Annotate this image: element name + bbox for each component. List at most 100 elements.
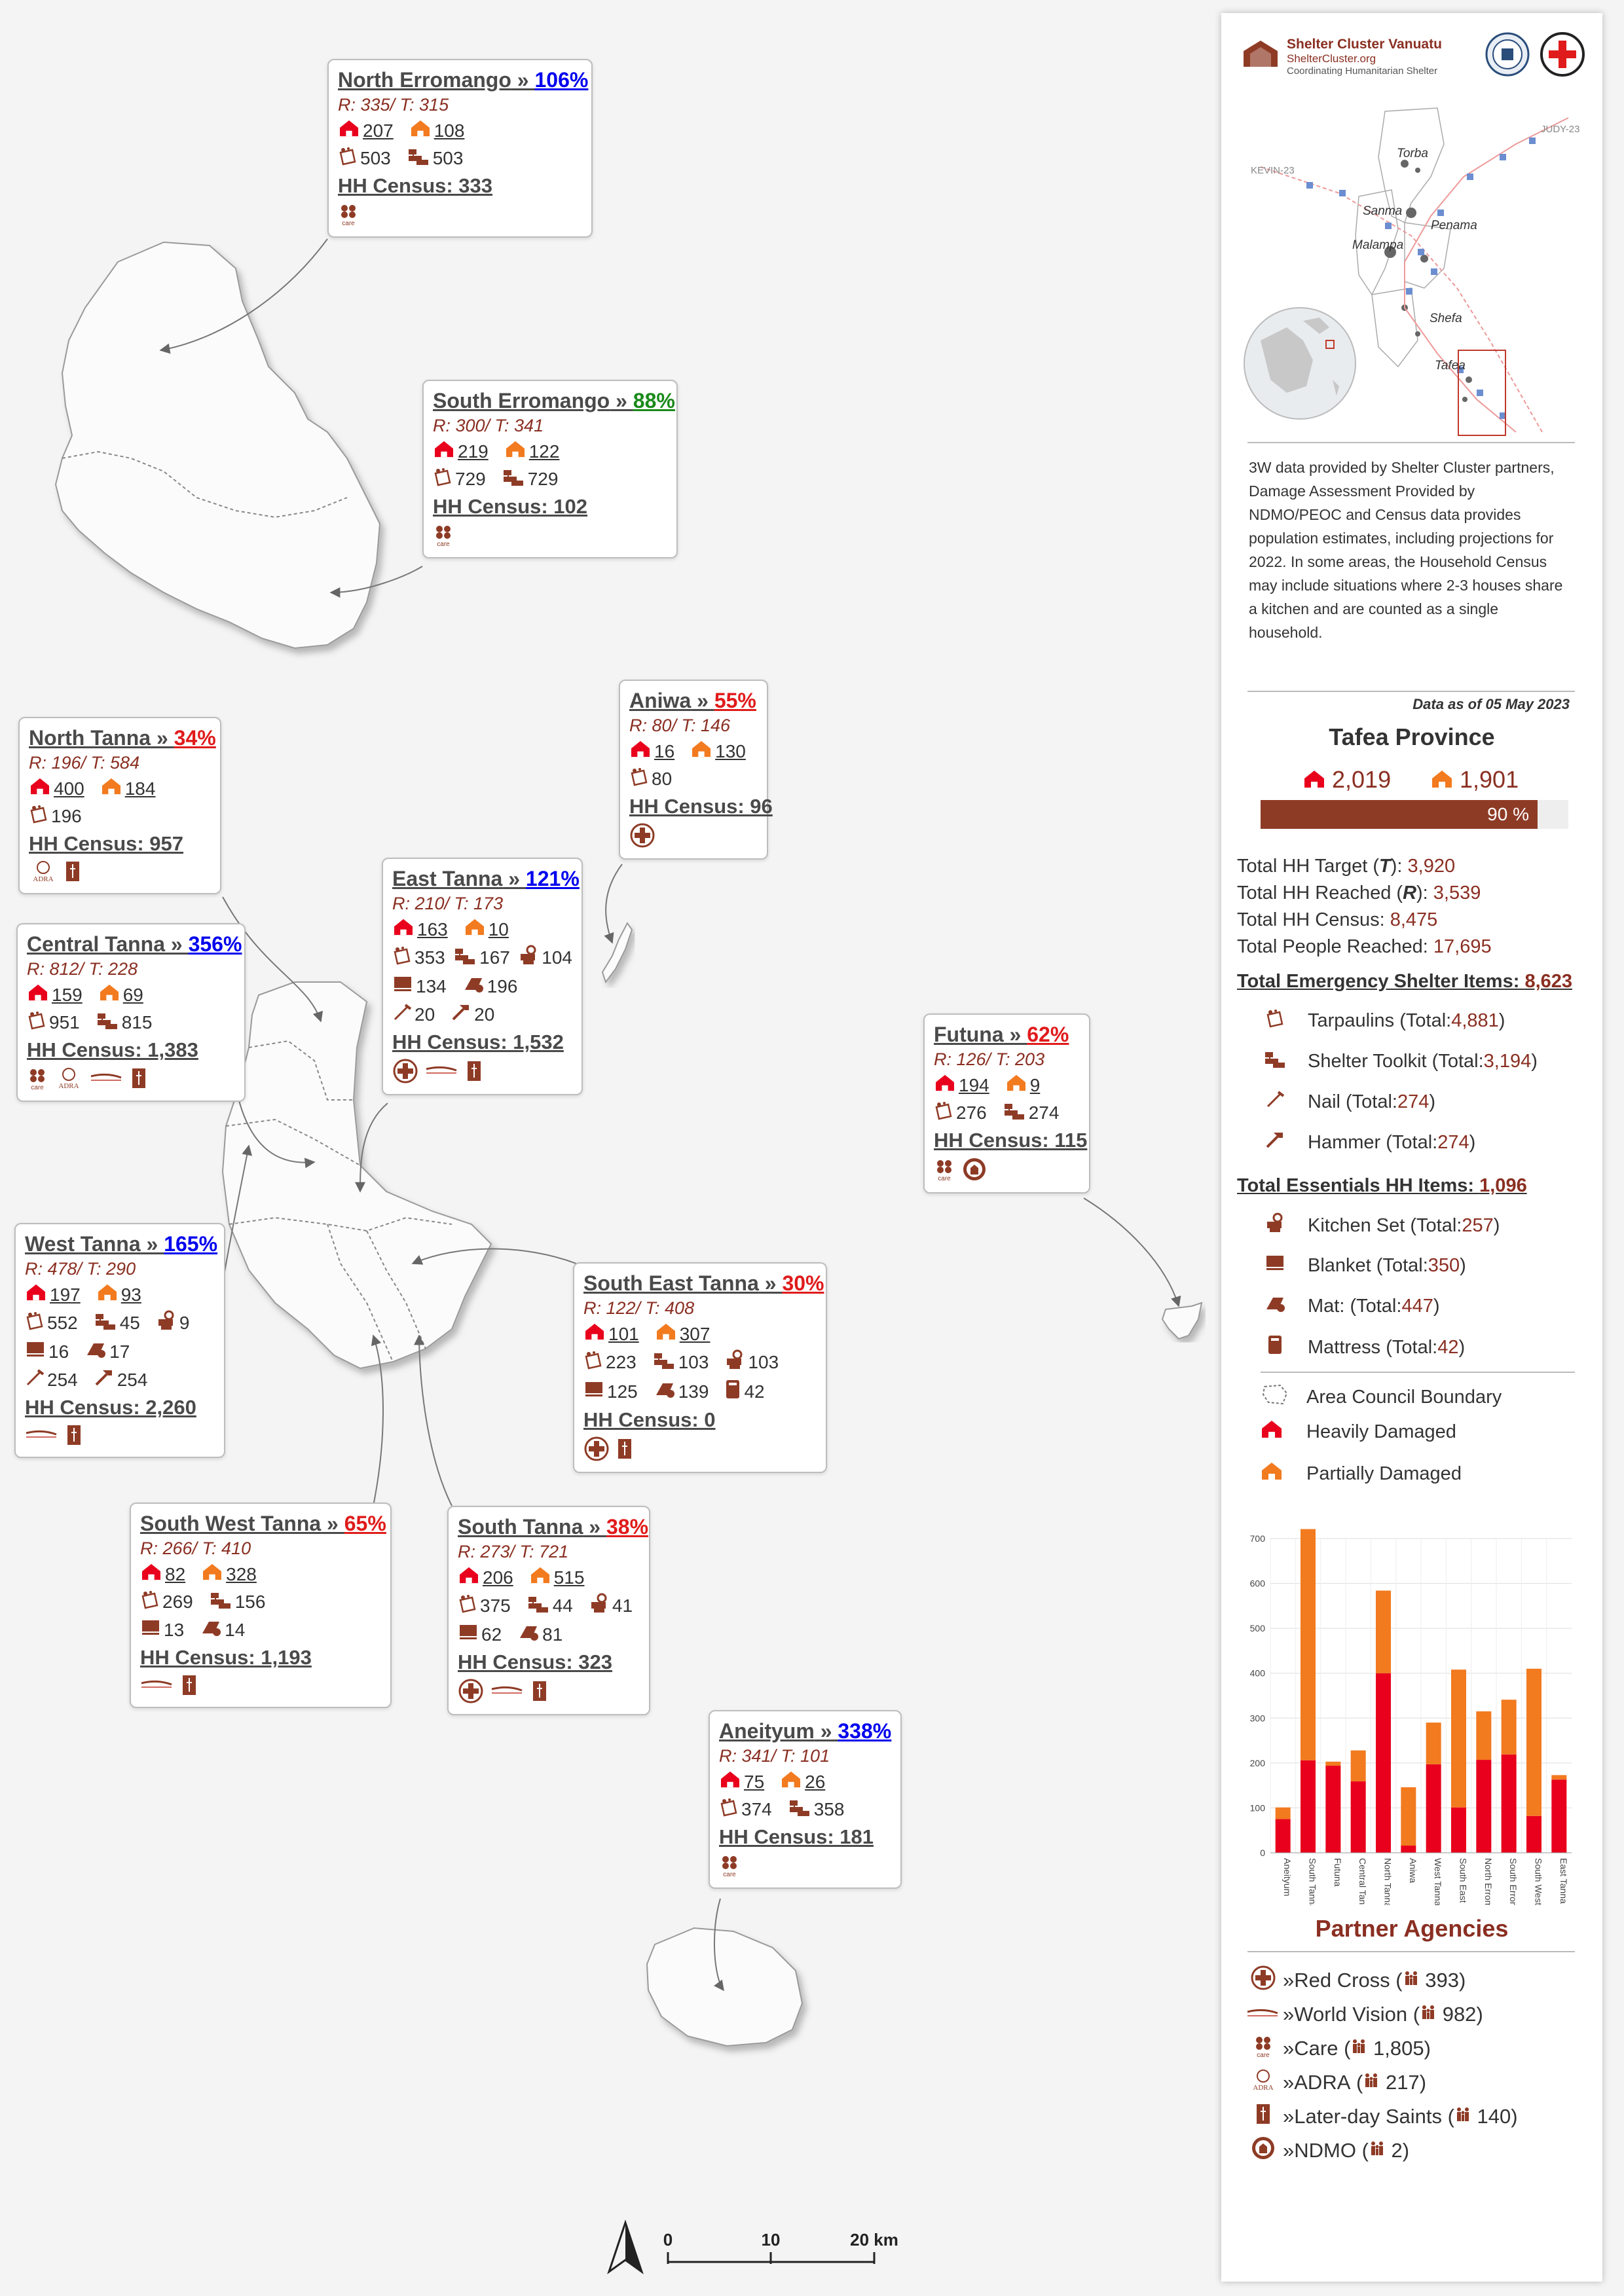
progress-bar: 90 % bbox=[1261, 800, 1568, 829]
item-label: Shelter Toolkit (Total: bbox=[1308, 1050, 1484, 1072]
red-cross-logo-icon bbox=[583, 1436, 610, 1465]
area-boundary-icon bbox=[1261, 1383, 1306, 1412]
area-title: South Tanna » 38% bbox=[458, 1515, 649, 1539]
mat-icon bbox=[462, 974, 485, 998]
tarp-count: 951 bbox=[49, 1011, 80, 1032]
damage-bar-chart: 0 100 200 300 400 500 600 700 Aneityum South Tann… bbox=[1250, 1529, 1572, 1905]
damage-row: 207 108 bbox=[338, 119, 582, 142]
scale-label-10: 10 bbox=[762, 2230, 781, 2250]
heavily-damaged-icon bbox=[1303, 767, 1325, 795]
partial-count: 515 bbox=[553, 1567, 585, 1588]
tarpaulin-icon bbox=[140, 1590, 160, 1614]
scale-bar: 0 10 20 km bbox=[606, 2213, 913, 2285]
svg-text:care: care bbox=[437, 541, 450, 547]
heavy-count: 219 bbox=[458, 441, 489, 462]
partner-count: 1,805 bbox=[1373, 2037, 1424, 2060]
blanket-icon bbox=[1261, 1253, 1289, 1278]
partner-name: Red Cross bbox=[1294, 1969, 1390, 1992]
nail-icon bbox=[1261, 1089, 1289, 1114]
people-icon bbox=[1369, 2139, 1386, 2162]
bar-partial bbox=[1350, 1750, 1366, 1781]
org-url: ShelterCluster.org bbox=[1287, 52, 1376, 65]
bar-partial bbox=[1551, 1775, 1567, 1780]
world-vision-logo-icon bbox=[490, 1684, 525, 1702]
heavy-count: 194 bbox=[959, 1074, 989, 1095]
blanket-count: 62 bbox=[481, 1624, 502, 1645]
svg-text:care: care bbox=[31, 1084, 44, 1091]
reached-target: R: 126/ T: 203 bbox=[934, 1049, 1045, 1069]
area-box-north-erromango: North Erromango » 106% R: 335/ T: 315 207 1… bbox=[327, 59, 593, 238]
partner-redcross: » Red Cross ( 393) bbox=[1247, 1965, 1466, 1994]
hammer-icon bbox=[451, 1002, 471, 1027]
inset-label-tafea: Tafea bbox=[1435, 359, 1466, 373]
shelter-toolkit-icon bbox=[502, 467, 525, 491]
chart-x-tick: West Tanna bbox=[1433, 1858, 1443, 1905]
chart-x-tick: South Tanna bbox=[1307, 1858, 1318, 1905]
latter-day-saints-logo-icon bbox=[181, 1673, 198, 1700]
heavy-total-value: 2,019 bbox=[1332, 766, 1392, 793]
ndmo-seal-icon bbox=[1485, 32, 1530, 77]
care-logo-icon: care bbox=[27, 1066, 48, 1094]
shelter-toolkit-icon bbox=[1003, 1101, 1026, 1125]
tarp-count: 276 bbox=[956, 1102, 987, 1123]
damage-row: 206 515 bbox=[458, 1566, 640, 1589]
household-items-row: 13 14 bbox=[140, 1618, 381, 1642]
partner-name: Care bbox=[1294, 2037, 1338, 2060]
partially-damaged-icon bbox=[529, 1566, 551, 1589]
item-total: 350 bbox=[1428, 1254, 1460, 1276]
svg-text:care: care bbox=[723, 1871, 736, 1878]
area-title: South West Tanna » 65% bbox=[140, 1512, 386, 1535]
mat-count: 17 bbox=[109, 1341, 130, 1362]
item-total: 274 bbox=[1397, 1091, 1430, 1112]
area-name: South East Tanna bbox=[583, 1271, 759, 1295]
partner-logos bbox=[458, 1678, 640, 1707]
shelter-items-row: 951 815 bbox=[27, 1010, 235, 1034]
svg-text:care: care bbox=[342, 220, 355, 227]
partial-count: 122 bbox=[528, 441, 560, 462]
bar-partial bbox=[1325, 1761, 1341, 1766]
area-box-central-tanna: Central Tanna » 356% R: 812/ T: 228 159 69 9… bbox=[16, 923, 246, 1102]
bar-heavy bbox=[1501, 1754, 1517, 1853]
chart-x-tick: North Erromango bbox=[1483, 1858, 1494, 1905]
partial-count: 93 bbox=[120, 1284, 141, 1305]
tarpaulin-icon bbox=[1261, 1008, 1289, 1033]
stat-line: Total HH Target (T): 3,920 bbox=[1237, 856, 1456, 877]
world-vision-logo-icon bbox=[140, 1678, 174, 1696]
divider-3 bbox=[1261, 1372, 1575, 1373]
item-total: 42 bbox=[1437, 1336, 1459, 1358]
inset-label-sanma: Sanma bbox=[1363, 204, 1402, 218]
heavily-damaged-icon bbox=[27, 983, 49, 1006]
partner-count: 393 bbox=[1425, 1969, 1459, 1992]
inset-label-penama: Penama bbox=[1431, 219, 1477, 232]
tarp-count: 223 bbox=[606, 1351, 637, 1372]
blanket-count: 16 bbox=[48, 1341, 69, 1362]
red-cross-logo-icon bbox=[458, 1678, 484, 1707]
bar-partial bbox=[1476, 1711, 1492, 1760]
heavily-damaged-icon bbox=[1261, 1419, 1306, 1444]
partner-logos: care bbox=[719, 1853, 891, 1881]
ehi-item: Mattress (Total: 42 ) bbox=[1261, 1334, 1465, 1360]
partially-damaged-icon bbox=[504, 440, 526, 463]
province-title: Tafea Province bbox=[1329, 723, 1495, 750]
item-label: Hammer (Total: bbox=[1308, 1131, 1438, 1153]
shelter-items-row: 503 503 bbox=[338, 146, 582, 170]
chart-y-tick: 500 bbox=[1250, 1623, 1266, 1633]
partner-logos bbox=[629, 822, 758, 852]
legend-partially-damaged: Partially Damaged bbox=[1261, 1461, 1462, 1486]
shelter-toolkit-icon bbox=[788, 1797, 811, 1821]
care-logo-icon: care bbox=[1253, 2033, 1274, 2064]
divider-1 bbox=[1247, 442, 1575, 443]
tarpaulin-icon bbox=[719, 1797, 739, 1821]
area-title: South East Tanna » 30% bbox=[583, 1271, 824, 1295]
blanket-count: 134 bbox=[416, 975, 447, 996]
area-name: Central Tanna bbox=[27, 932, 165, 956]
partner-adra: ADRA » ADRA ( 217) bbox=[1247, 2069, 1426, 2096]
coverage-percent: 88% bbox=[633, 389, 675, 412]
item-label: Nail (Total: bbox=[1308, 1091, 1397, 1112]
red-cross-logo-icon bbox=[392, 1058, 418, 1087]
bar-partial bbox=[1376, 1590, 1391, 1673]
hh-census: HH Census: 96 bbox=[629, 795, 773, 818]
heavily-damaged-icon bbox=[29, 777, 51, 800]
inset-label-shefa: Shefa bbox=[1430, 312, 1462, 325]
mattress-icon bbox=[1261, 1334, 1289, 1360]
